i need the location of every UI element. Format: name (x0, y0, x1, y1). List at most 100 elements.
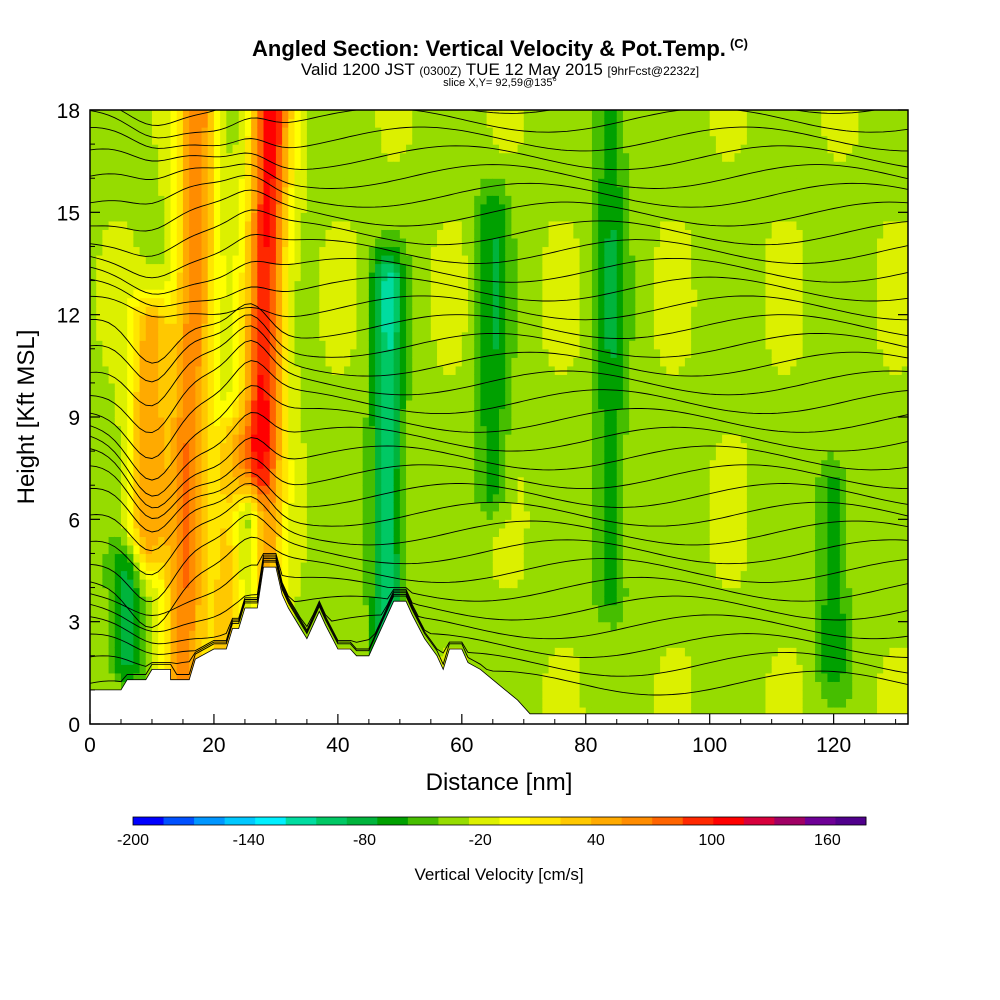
field-cell (356, 323, 364, 333)
field-cell (368, 485, 376, 495)
field-cell (232, 144, 240, 154)
field-cell (170, 425, 178, 435)
field-cell (430, 570, 438, 580)
field-cell (282, 476, 289, 486)
field-cell (480, 510, 488, 520)
field-cell (443, 596, 451, 606)
field-cell (412, 579, 420, 589)
field-cell (443, 186, 451, 196)
field-cell (127, 195, 134, 205)
field-cell (189, 476, 196, 486)
field-cell (170, 246, 178, 256)
field-cell (102, 664, 110, 674)
field-cell (325, 519, 333, 529)
field-cell (430, 374, 438, 384)
field-cell (108, 144, 116, 154)
field-cell (499, 272, 506, 282)
field-cell (412, 152, 420, 162)
field-cell (511, 340, 519, 350)
field-cell (127, 144, 134, 154)
field-cell (220, 254, 227, 265)
field-cell (201, 263, 209, 273)
field-cell (319, 391, 327, 401)
field-cell (282, 161, 289, 171)
field-cell (344, 144, 351, 154)
field-cell (511, 110, 519, 120)
field-cell (282, 144, 289, 154)
field-cell (251, 391, 258, 401)
field-cell (331, 527, 339, 537)
field-cell (381, 382, 389, 393)
field-cell (300, 169, 308, 179)
field-cell (300, 348, 308, 358)
field-cell (226, 297, 234, 307)
field-cell (145, 399, 153, 410)
field-cell (114, 638, 122, 648)
field-cell (331, 357, 339, 367)
field-cell (461, 254, 469, 265)
field-cell (139, 587, 147, 597)
field-cell (375, 493, 382, 503)
field-cell (486, 425, 494, 435)
field-cell (238, 587, 246, 597)
field-cell (356, 289, 364, 299)
field-cell (455, 263, 463, 273)
field-cell (220, 391, 227, 401)
field-cell (269, 161, 277, 171)
field-cell (486, 561, 494, 572)
field-cell (430, 357, 438, 367)
field-cell (201, 118, 209, 128)
field-cell (505, 110, 512, 120)
field-cell (325, 212, 333, 222)
field-cell (455, 203, 463, 213)
field-cell (511, 246, 519, 256)
field-cell (170, 152, 178, 162)
field-cell (213, 391, 221, 401)
field-cell (251, 468, 258, 478)
field-cell (393, 212, 401, 222)
field-cell (375, 579, 382, 589)
field-cell (127, 553, 134, 563)
field-cell (176, 314, 184, 324)
field-cell (226, 178, 234, 188)
field-cell (300, 382, 308, 393)
field-cell (220, 237, 227, 248)
field-cell (288, 425, 296, 435)
field-cell (406, 374, 413, 384)
field-cell (306, 417, 314, 427)
field-cell (257, 476, 265, 486)
field-cell (437, 399, 444, 410)
field-cell (96, 348, 103, 358)
field-cell (325, 246, 333, 256)
field-cell (300, 161, 308, 171)
field-cell (480, 135, 488, 145)
field-cell (430, 127, 438, 137)
field-cell (375, 280, 382, 290)
field-cell (170, 306, 178, 316)
field-cell (102, 672, 110, 682)
field-cell (449, 254, 457, 265)
field-cell (120, 186, 128, 196)
field-cell (387, 331, 395, 341)
field-cell (201, 630, 209, 640)
field-cell (158, 237, 165, 248)
field-cell (331, 152, 339, 162)
field-cell (164, 510, 172, 520)
field-cell (114, 417, 122, 427)
field-cell (275, 382, 283, 393)
zulu-time: (0300Z) (419, 64, 462, 78)
field-cell (455, 510, 463, 520)
field-cell (443, 212, 451, 222)
field-cell (232, 596, 240, 606)
field-cell (269, 323, 277, 333)
field-cell (294, 604, 302, 614)
field-cell (455, 391, 463, 401)
field-cell (294, 297, 302, 307)
field-cell (189, 212, 196, 222)
field-cell (226, 442, 234, 452)
field-cell (480, 144, 488, 154)
field-cell (424, 357, 432, 367)
field-cell (201, 647, 209, 657)
field-cell (350, 246, 358, 256)
field-cell (455, 229, 463, 239)
